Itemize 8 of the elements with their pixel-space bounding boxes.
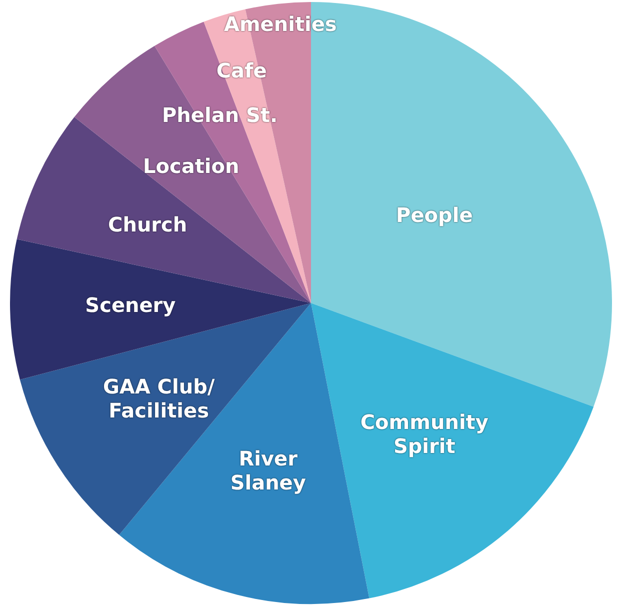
slice-label: River Slaney — [230, 446, 306, 494]
slice-label: Scenery — [85, 293, 176, 318]
slice-label: Community Spirit — [360, 410, 488, 458]
slice-label: People — [396, 203, 473, 228]
slice-label: Church — [108, 212, 188, 236]
slice-label: Location — [143, 154, 240, 178]
slice-label: Phelan St. — [162, 103, 278, 128]
slice-label: GAA Club/ Facilities — [102, 374, 216, 422]
